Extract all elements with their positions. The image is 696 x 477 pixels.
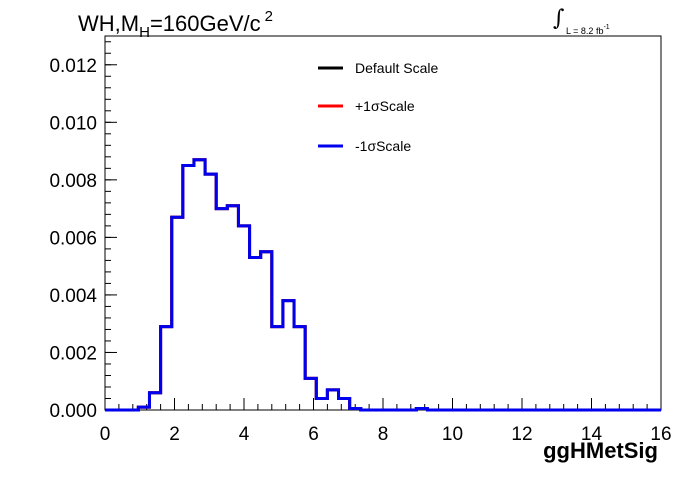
legend-label: -1σScale xyxy=(355,138,411,154)
x-tick-label: 10 xyxy=(442,424,463,445)
x-tick-label: 0 xyxy=(100,424,111,445)
legend-label: Default Scale xyxy=(355,60,438,76)
title-subscript: H xyxy=(139,24,150,41)
x-tick-label: 8 xyxy=(378,424,389,445)
integral-icon: ∫ xyxy=(553,6,565,31)
x-tick-label: 6 xyxy=(308,424,319,445)
y-tick-label: 0.002 xyxy=(49,343,97,364)
y-tick-label: 0.010 xyxy=(49,113,97,134)
y-tick-label: 0.012 xyxy=(49,56,97,77)
x-tick-label: 12 xyxy=(511,424,532,445)
x-tick-label: 2 xyxy=(169,424,180,445)
histogram-series-1 xyxy=(105,158,661,412)
plot-frame xyxy=(104,35,662,411)
y-tick-label: 0.004 xyxy=(49,286,97,307)
title-rest: =160GeV/c xyxy=(149,11,261,36)
title-main: WH,M xyxy=(78,11,140,36)
x-tick-label: 16 xyxy=(650,424,671,445)
plot-title: WH,MH=160GeV/c 2 xyxy=(78,8,273,41)
histogram-series-2 xyxy=(105,158,661,412)
x-axis-label: ggHMetSig xyxy=(543,438,658,463)
y-tick-label: 0.006 xyxy=(49,228,97,249)
histogram-series-0 xyxy=(105,158,661,412)
x-tick-label: 4 xyxy=(239,424,250,445)
lumi-text: L = 8.2 fb xyxy=(566,26,604,36)
legend-label: +1σScale xyxy=(355,98,415,114)
y-tick-label: 0.008 xyxy=(49,171,97,192)
x-tick-label: 14 xyxy=(581,424,603,445)
lumi-exponent: -1 xyxy=(603,24,610,31)
y-tick-label: 0.000 xyxy=(49,401,97,422)
title-superscript: 2 xyxy=(264,8,273,25)
